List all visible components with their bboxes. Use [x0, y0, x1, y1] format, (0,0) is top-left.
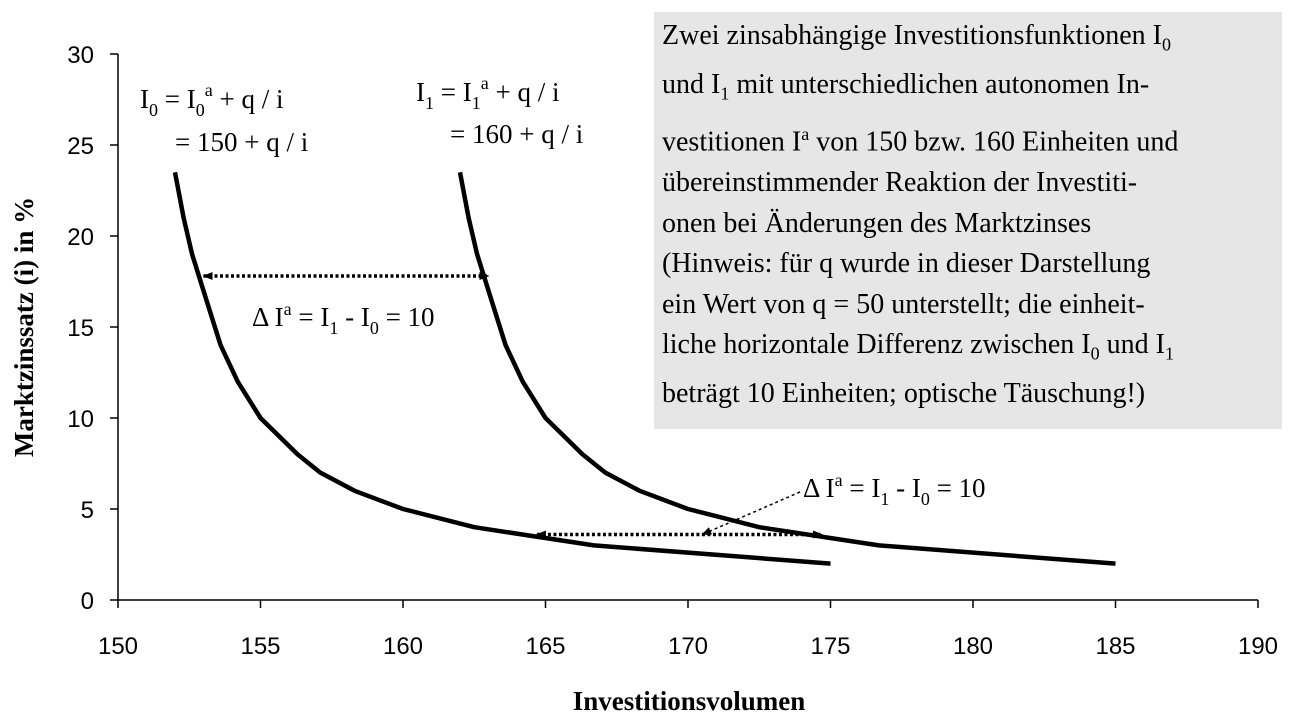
- series-1-label: I1 = I1a + q / i = 160 + q / i: [416, 73, 583, 149]
- svg-text:I1 = I1a + q / i: I1 = I1a + q / i: [416, 73, 559, 113]
- annotation-pointer: [701, 491, 801, 536]
- x-tick-label: 190: [1238, 633, 1278, 660]
- y-tick-label: 15: [67, 315, 94, 342]
- explanation-note: Zwei zinsabhängige Investitionsfunktione…: [654, 12, 1282, 429]
- annotation-label-lower: Δ Ia = I1 - I0 = 10: [803, 470, 986, 509]
- x-tick-label: 170: [668, 633, 708, 660]
- x-tick-label: 155: [240, 633, 280, 660]
- series-0-label: I0 = I0a + q / i = 150 + q / i: [140, 80, 308, 157]
- y-tick-label: 10: [67, 406, 94, 433]
- x-tick-label: 150: [98, 633, 138, 660]
- y-tick-label: 0: [81, 588, 94, 615]
- x-axis-ticks: 150 155 160 165 170 175 180 185 190: [98, 600, 1278, 660]
- x-axis-title: Investitionsvolumen: [573, 686, 806, 716]
- series-1-line: [457, 171, 1116, 566]
- svg-text:= 150 + q / i: = 150 + q / i: [175, 127, 308, 157]
- x-tick-label: 165: [525, 633, 565, 660]
- y-axis-title: Marktzinssatz (i) in %: [9, 197, 39, 457]
- x-tick-label: 185: [1095, 633, 1135, 660]
- y-axis-ticks: 0 5 10 15 20 25 30: [67, 42, 118, 615]
- svg-text:Δ Ia = I1 - I0 = 10: Δ Ia = I1 - I0 = 10: [252, 299, 435, 338]
- x-tick-label: 160: [383, 633, 423, 660]
- y-tick-label: 30: [67, 42, 94, 69]
- svg-text:I0 = I0a + q / i: I0 = I0a + q / i: [140, 80, 283, 120]
- svg-text:Δ Ia = I1 - I0 = 10: Δ Ia = I1 - I0 = 10: [803, 470, 986, 509]
- x-tick-label: 175: [810, 633, 850, 660]
- x-tick-label: 180: [953, 633, 993, 660]
- series-lines: [172, 171, 1116, 566]
- svg-text:= 160 + q / i: = 160 + q / i: [450, 119, 583, 149]
- y-tick-label: 5: [81, 497, 94, 524]
- series-0-line: [172, 171, 831, 566]
- y-tick-label: 25: [67, 133, 94, 160]
- annotation-label-upper: Δ Ia = I1 - I0 = 10: [252, 299, 435, 338]
- difference-arrows: [202, 272, 823, 539]
- y-tick-label: 20: [67, 224, 94, 251]
